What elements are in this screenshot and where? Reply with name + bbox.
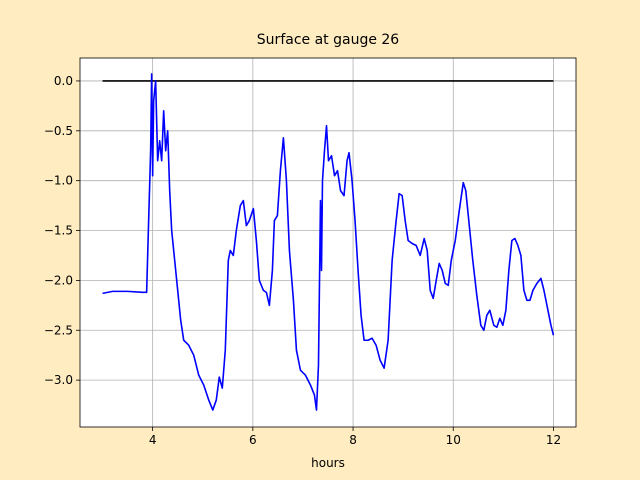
plot-area: [80, 58, 576, 427]
grid: [80, 58, 576, 427]
axes-frame: [79, 57, 577, 428]
y-tick-label: −2.0: [44, 273, 73, 287]
y-tick-label: −3.0: [44, 373, 73, 387]
x-tick-label: 12: [546, 433, 561, 447]
x-tick-label: 10: [446, 433, 461, 447]
ticks: 4 6 8 10 12 0.0 −0.5 −1.0 −1.5 −2.0 −2.5 −3.0: [44, 74, 561, 447]
x-tick-label: 4: [149, 433, 157, 447]
series-line: [102, 73, 555, 411]
y-tick-label: −1.0: [44, 174, 73, 188]
chart-title: Surface at gauge 26: [257, 32, 399, 48]
x-tick-label: 8: [349, 433, 357, 447]
y-tick-label: −2.5: [44, 323, 73, 337]
y-tick-label: −0.5: [44, 124, 73, 138]
y-tick-label: 0.0: [54, 74, 73, 88]
lines: [102, 73, 555, 411]
x-axis-label: hours: [311, 456, 345, 470]
y-tick-label: −1.5: [44, 224, 73, 238]
x-tick-label: 6: [249, 433, 257, 447]
